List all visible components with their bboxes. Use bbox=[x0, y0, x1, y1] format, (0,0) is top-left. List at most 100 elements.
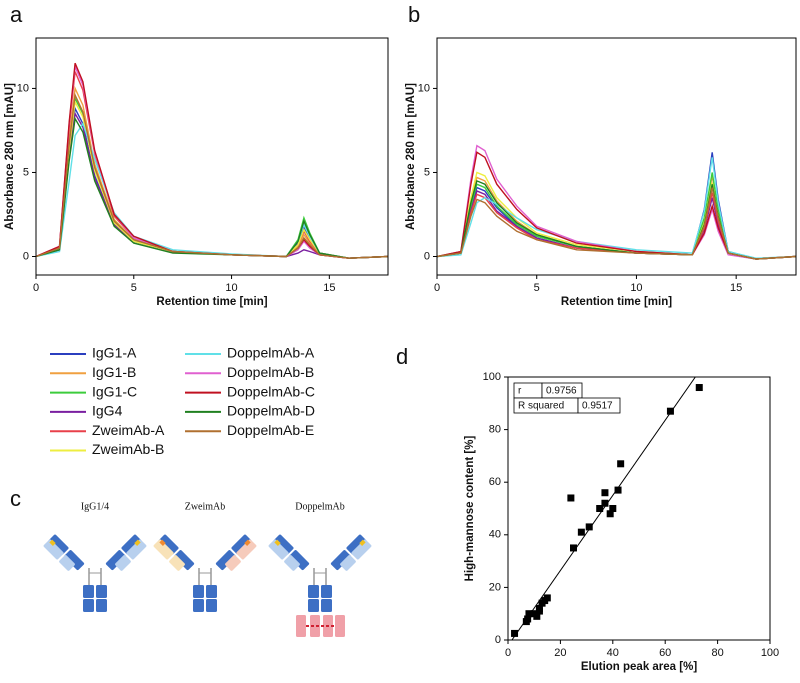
heavy-chain bbox=[330, 550, 351, 571]
series-line bbox=[35, 66, 389, 259]
plot-frame bbox=[507, 376, 771, 641]
point bbox=[567, 494, 575, 502]
point bbox=[596, 505, 604, 512]
fc-domain bbox=[193, 599, 204, 612]
x-tick-label: 0 bbox=[434, 282, 440, 294]
fusion-domain bbox=[335, 615, 345, 637]
light-chain bbox=[43, 539, 64, 560]
accent bbox=[49, 539, 56, 546]
light-chain bbox=[351, 539, 372, 560]
plot-frame bbox=[35, 37, 389, 276]
antibody bbox=[153, 534, 257, 612]
legend-label: DoppelmAb-D bbox=[227, 403, 315, 419]
legend-label: DoppelmAb-A bbox=[227, 345, 315, 361]
panel-label: a bbox=[10, 2, 23, 27]
point bbox=[533, 612, 541, 620]
fc-domain bbox=[83, 599, 94, 612]
y-tick-label: 60 bbox=[489, 476, 501, 488]
fc-domain bbox=[83, 585, 94, 598]
series-line bbox=[35, 71, 389, 259]
y-tick-label: 10 bbox=[418, 82, 430, 94]
point bbox=[695, 384, 703, 392]
x-axis-label: Retention time [min] bbox=[156, 296, 267, 308]
x-tick-label: 20 bbox=[554, 647, 566, 659]
y-tick-label: 0 bbox=[23, 250, 29, 262]
legend-label: IgG1-A bbox=[92, 345, 137, 361]
fusion-domain bbox=[296, 615, 306, 637]
light-chain bbox=[169, 555, 185, 571]
point bbox=[609, 505, 617, 512]
accent bbox=[274, 539, 281, 546]
stats-text: 0.9517 bbox=[582, 401, 613, 412]
x-tick-label: 10 bbox=[225, 282, 237, 294]
heavy-chain bbox=[48, 534, 69, 555]
point bbox=[601, 499, 609, 507]
fc-domain bbox=[321, 585, 332, 598]
x-tick-label: 0 bbox=[33, 282, 39, 294]
y-tick-label: 5 bbox=[424, 166, 430, 178]
fc-domain bbox=[206, 599, 217, 612]
x-tick-label: 15 bbox=[730, 282, 742, 294]
legend-label: DoppelmAb-E bbox=[227, 422, 314, 438]
point bbox=[535, 607, 543, 615]
point bbox=[666, 407, 674, 415]
y-axis-label: Absorbance 280 nm [mAU] bbox=[4, 83, 16, 230]
light-chain bbox=[153, 539, 174, 560]
point bbox=[577, 528, 585, 536]
point bbox=[524, 615, 532, 623]
y-tick-label: 5 bbox=[23, 166, 29, 178]
antibody-arm bbox=[268, 534, 310, 571]
point bbox=[511, 629, 519, 637]
heavy-chain bbox=[215, 550, 236, 571]
point bbox=[617, 460, 625, 468]
point bbox=[570, 544, 577, 552]
series-line bbox=[35, 92, 389, 259]
y-tick-label: 100 bbox=[483, 371, 501, 383]
x-axis-label: Retention time [min] bbox=[561, 296, 672, 308]
x-tick-label: 40 bbox=[607, 647, 619, 659]
point bbox=[601, 489, 609, 497]
stats-text: R squared bbox=[518, 401, 564, 412]
fc-domain bbox=[96, 599, 107, 612]
series-line bbox=[436, 187, 797, 260]
y-axis-label: High-mannose content [%] bbox=[464, 436, 476, 582]
light-chain bbox=[225, 555, 241, 571]
antibody-arm bbox=[43, 534, 85, 571]
stats-cell bbox=[577, 397, 621, 414]
light-chain bbox=[268, 539, 289, 560]
heavy-chain bbox=[231, 534, 252, 555]
fc-domain bbox=[193, 585, 204, 598]
legend-label: ZweimAb-A bbox=[92, 422, 165, 438]
legend-label: IgG1-C bbox=[92, 383, 137, 399]
x-tick-label: 5 bbox=[534, 282, 540, 294]
stats-text: 0.9756 bbox=[546, 386, 577, 397]
y-tick-label: 40 bbox=[489, 529, 501, 541]
point bbox=[614, 486, 622, 494]
heavy-chain bbox=[346, 534, 367, 555]
panel-label: b bbox=[408, 2, 420, 27]
heavy-chain bbox=[105, 550, 126, 571]
legend-label: DoppelmAb-B bbox=[227, 364, 314, 380]
light-chain bbox=[59, 555, 75, 571]
point bbox=[525, 610, 533, 618]
x-axis-label: Elution peak area [%] bbox=[581, 661, 697, 673]
antibody-arm bbox=[105, 534, 147, 571]
x-tick-label: 0 bbox=[505, 647, 511, 659]
legend-label: DoppelmAb-C bbox=[227, 383, 315, 399]
series-line bbox=[436, 151, 797, 260]
antibody-arm bbox=[330, 534, 372, 571]
light-chain bbox=[284, 555, 300, 571]
y-tick-label: 80 bbox=[489, 424, 501, 436]
fit-line bbox=[511, 376, 696, 641]
x-tick-label: 100 bbox=[761, 647, 779, 659]
fc-domain bbox=[308, 585, 319, 598]
diagram-title: ZweimAb bbox=[185, 501, 226, 512]
fc-domain bbox=[308, 599, 319, 612]
x-tick-label: 10 bbox=[630, 282, 642, 294]
heavy-chain bbox=[158, 534, 179, 555]
accent bbox=[134, 539, 141, 546]
series-line bbox=[436, 171, 797, 260]
heavy-chain bbox=[64, 550, 85, 571]
antibody-arm bbox=[153, 534, 195, 571]
